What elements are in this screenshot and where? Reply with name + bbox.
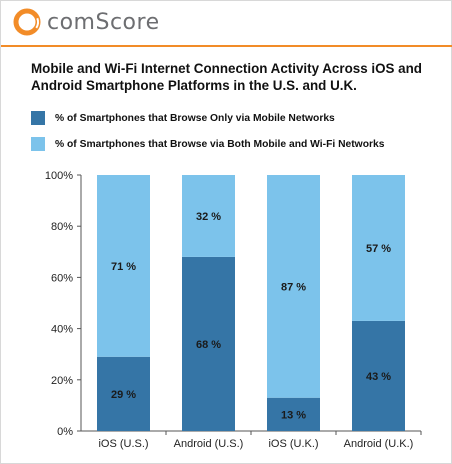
chart-title: Mobile and Wi-Fi Internet Connection Act… (31, 61, 422, 93)
data-label: 29 % (111, 389, 136, 401)
y-tick-label: 40% (51, 324, 73, 336)
data-label: 71 % (111, 261, 136, 273)
y-tick-label: 60% (51, 272, 73, 284)
bar-segment (97, 175, 150, 357)
chart-legend: % of Smartphones that Browse Only via Mo… (31, 105, 441, 157)
legend-item-mobile-and-wifi: % of Smartphones that Browse via Both Mo… (31, 131, 441, 157)
legend-swatch-mobile-only (31, 111, 45, 125)
data-label: 68 % (196, 339, 221, 351)
data-label: 32 % (196, 211, 221, 223)
header-divider (1, 45, 452, 47)
y-tick-label: 80% (51, 221, 73, 233)
bar-segment (267, 397, 320, 431)
bar-segment (352, 320, 405, 431)
bar-segment (352, 175, 405, 321)
x-tick-label: Android (U.K.) (344, 438, 414, 450)
legend-item-mobile-only: % of Smartphones that Browse Only via Mo… (31, 105, 441, 131)
comscore-logo: comScore (13, 7, 160, 37)
legend-swatch-mobile-and-wifi (31, 137, 45, 151)
bar-segment (182, 175, 235, 257)
bar-segment (97, 356, 150, 431)
bar-segment (182, 256, 235, 431)
data-label: 57 % (366, 243, 391, 255)
legend-label-mobile-and-wifi: % of Smartphones that Browse via Both Mo… (55, 138, 385, 150)
y-tick-label: 20% (51, 375, 73, 387)
x-tick-label: Android (U.S.) (174, 438, 244, 450)
logo-text: comScore (47, 9, 160, 35)
y-tick-label: 100% (45, 170, 73, 182)
x-tick-label: iOS (U.S.) (98, 438, 148, 450)
y-tick-label: 0% (57, 426, 73, 438)
stacked-bar-chart: 0% 20% 40% 60% 80% 100% 29 % 71 % iOS (U.S.) 68 %… (45, 170, 422, 450)
bar-segment (267, 175, 320, 398)
legend-label-mobile-only: % of Smartphones that Browse Only via Mo… (55, 112, 335, 124)
data-label: 87 % (281, 281, 306, 293)
comscore-ring-icon (13, 8, 41, 36)
data-label: 43 % (366, 371, 391, 383)
data-label: 13 % (281, 409, 306, 421)
x-tick-label: iOS (U.K.) (268, 438, 318, 450)
